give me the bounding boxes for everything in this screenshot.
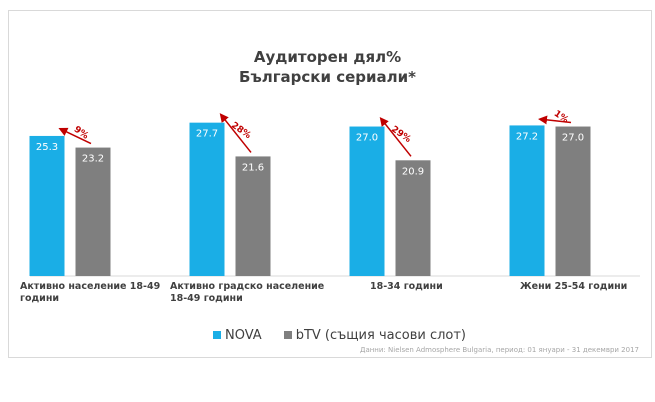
bar-btv-2 [395, 160, 431, 276]
bar-btv-1 [235, 156, 271, 276]
growth-annotation-3: 1% [552, 109, 570, 126]
growth-annotation-1: 28% [229, 121, 252, 142]
bar-nova-1 [189, 122, 225, 277]
category-label-2: 18-34 години [370, 281, 443, 292]
growth-annotation-2: 29% [389, 125, 412, 146]
chart-title-line1: Аудиторен дял% [253, 48, 402, 66]
bar-btv-0 [75, 147, 111, 276]
legend: NOVA bTV (същия часови слот) [213, 326, 488, 344]
legend-item-btv: bTV (същия часови слот) [283, 327, 467, 343]
bar-nova-3 [509, 125, 545, 276]
value-label-nova-3: 27.2 [516, 131, 538, 142]
bar-nova-2 [349, 126, 385, 277]
legend-label-btv: bTV (същия часови слот) [295, 327, 467, 343]
legend-swatch-btv [283, 331, 292, 339]
legend-item-nova: NOVA [213, 328, 262, 343]
source-note: Данни: Nielsen Admosphere Bulgaria, пери… [359, 346, 639, 354]
bar-btv-3 [555, 126, 591, 277]
value-label-btv-1: 21.6 [242, 162, 264, 173]
value-label-nova-1: 27.7 [196, 129, 218, 140]
category-label-1: Активно градско население 18-49 години [170, 281, 325, 304]
value-label-btv-0: 23.2 [82, 154, 104, 165]
category-label-0: Активно население 18-49 години [20, 281, 161, 304]
growth-arrow-1 [219, 113, 252, 153]
value-label-nova-2: 27.0 [356, 133, 378, 144]
growth-arrow-0 [58, 127, 92, 145]
growth-annotation-0: 9% [72, 125, 90, 142]
legend-swatch-nova [213, 331, 221, 339]
growth-arrow-2 [379, 117, 412, 157]
value-label-btv-3: 27.0 [562, 133, 584, 144]
growth-arrow-3 [538, 115, 572, 125]
chart-title-line2: Български сериали* [239, 68, 416, 86]
value-label-nova-0: 25.3 [36, 142, 58, 153]
bar-nova-0 [29, 135, 65, 276]
category-label-3: Жени 25-54 години [520, 281, 628, 292]
legend-label-nova: NOVA [225, 327, 262, 343]
value-label-btv-2: 20.9 [402, 166, 424, 177]
chart-frame [8, 10, 652, 358]
